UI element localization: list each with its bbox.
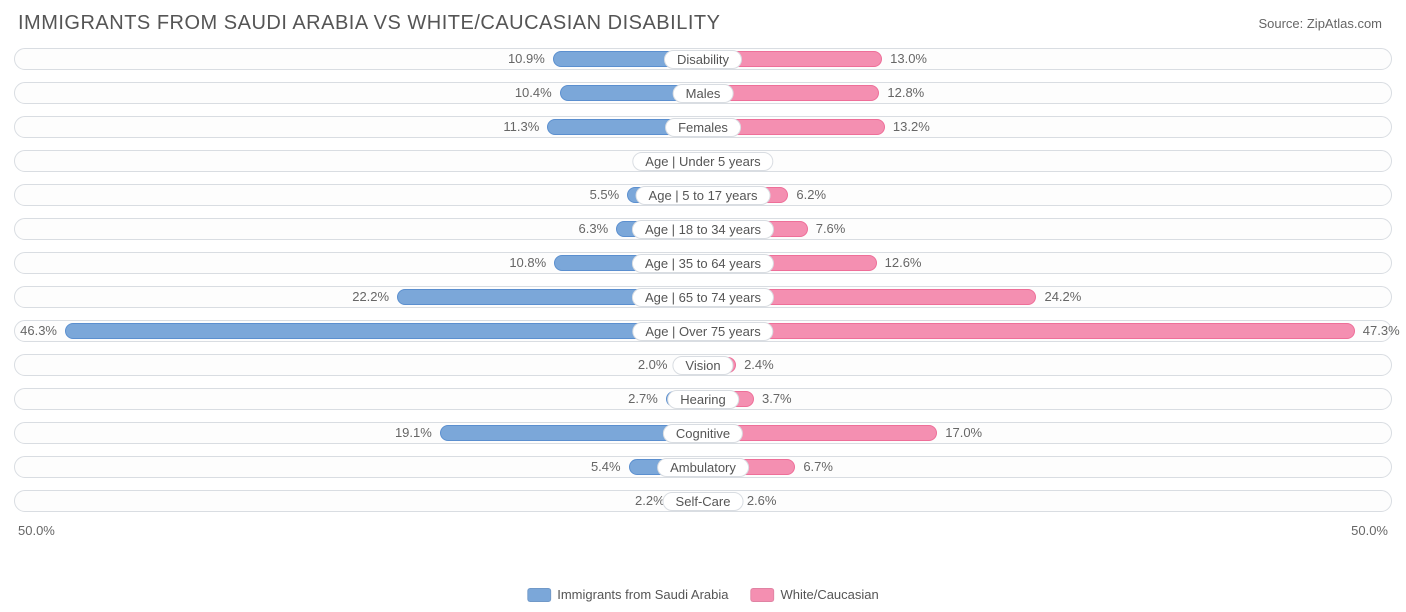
- value-left: 10.4%: [515, 85, 552, 100]
- value-left: 19.1%: [395, 425, 432, 440]
- value-right: 13.0%: [890, 51, 927, 66]
- category-label: Age | 18 to 34 years: [632, 220, 774, 239]
- chart-row: 5.5% 6.2% Age | 5 to 17 years: [14, 181, 1392, 209]
- category-label: Age | 35 to 64 years: [632, 254, 774, 273]
- bar-left: [65, 323, 703, 339]
- category-label: Age | 65 to 74 years: [632, 288, 774, 307]
- value-left: 10.9%: [508, 51, 545, 66]
- legend-swatch-right-icon: [750, 588, 774, 602]
- value-left: 5.5%: [590, 187, 620, 202]
- value-right: 2.6%: [747, 493, 777, 508]
- value-right: 6.2%: [796, 187, 826, 202]
- chart-row: 1.2%1.7%Age | Under 5 years: [14, 147, 1392, 175]
- value-right: 7.6%: [816, 221, 846, 236]
- value-left: 2.2%: [635, 493, 665, 508]
- legend-swatch-left-icon: [527, 588, 551, 602]
- chart-row: 5.4% 6.7% Ambulatory: [14, 453, 1392, 481]
- chart-row: 10.4% 12.8% Males: [14, 79, 1392, 107]
- value-right: 24.2%: [1044, 289, 1081, 304]
- axis-right-max: 50.0%: [1351, 523, 1388, 538]
- value-right: 17.0%: [945, 425, 982, 440]
- category-label: Age | 5 to 17 years: [636, 186, 771, 205]
- category-label: Females: [665, 118, 741, 137]
- value-left: 10.8%: [509, 255, 546, 270]
- value-right: 12.6%: [885, 255, 922, 270]
- category-label: Age | Under 5 years: [632, 152, 773, 171]
- value-left: 2.0%: [638, 357, 668, 372]
- chart-row: 10.8% 12.6% Age | 35 to 64 years: [14, 249, 1392, 277]
- value-right: 47.3%: [1363, 323, 1400, 338]
- legend-left: Immigrants from Saudi Arabia: [527, 587, 728, 602]
- value-right: 6.7%: [803, 459, 833, 474]
- chart-title: IMMIGRANTS FROM SAUDI ARABIA VS WHITE/CA…: [18, 12, 720, 35]
- category-label: Age | Over 75 years: [632, 322, 773, 341]
- chart-row: 19.1% 17.0% Cognitive: [14, 419, 1392, 447]
- value-right: 13.2%: [893, 119, 930, 134]
- value-left: 11.3%: [503, 119, 539, 134]
- chart-row: 11.3% 13.2% Females: [14, 113, 1392, 141]
- value-left: 2.7%: [628, 391, 658, 406]
- chart-row: 22.2% 24.2% Age | 65 to 74 years: [14, 283, 1392, 311]
- category-label: Vision: [672, 356, 733, 375]
- chart-row: 6.3% 7.6% Age | 18 to 34 years: [14, 215, 1392, 243]
- chart-source: Source: ZipAtlas.com: [1258, 16, 1382, 31]
- chart-row: 2.7% 3.7% Hearing: [14, 385, 1392, 413]
- bar-right: [703, 323, 1355, 339]
- chart-row: 46.3%47.3%Age | Over 75 years: [14, 317, 1392, 345]
- value-right: 12.8%: [887, 85, 924, 100]
- value-right: 3.7%: [762, 391, 792, 406]
- butterfly-chart: 10.9% 13.0% Disability 10.4% 12.8% Males 11.3%…: [0, 41, 1406, 515]
- category-label: Males: [673, 84, 734, 103]
- value-right: 2.4%: [744, 357, 774, 372]
- chart-header: IMMIGRANTS FROM SAUDI ARABIA VS WHITE/CA…: [0, 0, 1406, 41]
- value-left: 22.2%: [352, 289, 389, 304]
- chart-row: 10.9% 13.0% Disability: [14, 45, 1392, 73]
- category-label: Cognitive: [663, 424, 743, 443]
- chart-row: 2.0% 2.4% Vision: [14, 351, 1392, 379]
- chart-row: 2.2% 2.6%Self-Care: [14, 487, 1392, 515]
- value-left: 5.4%: [591, 459, 621, 474]
- legend-right-label: White/Caucasian: [780, 587, 878, 602]
- value-left: 6.3%: [579, 221, 609, 236]
- axis-left-max: 50.0%: [18, 523, 55, 538]
- category-label: Ambulatory: [657, 458, 749, 477]
- category-label: Self-Care: [663, 492, 744, 511]
- value-left: 46.3%: [20, 323, 57, 338]
- axis-labels: 50.0% 50.0%: [0, 521, 1406, 538]
- legend-right: White/Caucasian: [750, 587, 878, 602]
- legend-left-label: Immigrants from Saudi Arabia: [557, 587, 728, 602]
- category-label: Hearing: [667, 390, 739, 409]
- legend: Immigrants from Saudi Arabia White/Cauca…: [527, 587, 879, 602]
- category-label: Disability: [664, 50, 742, 69]
